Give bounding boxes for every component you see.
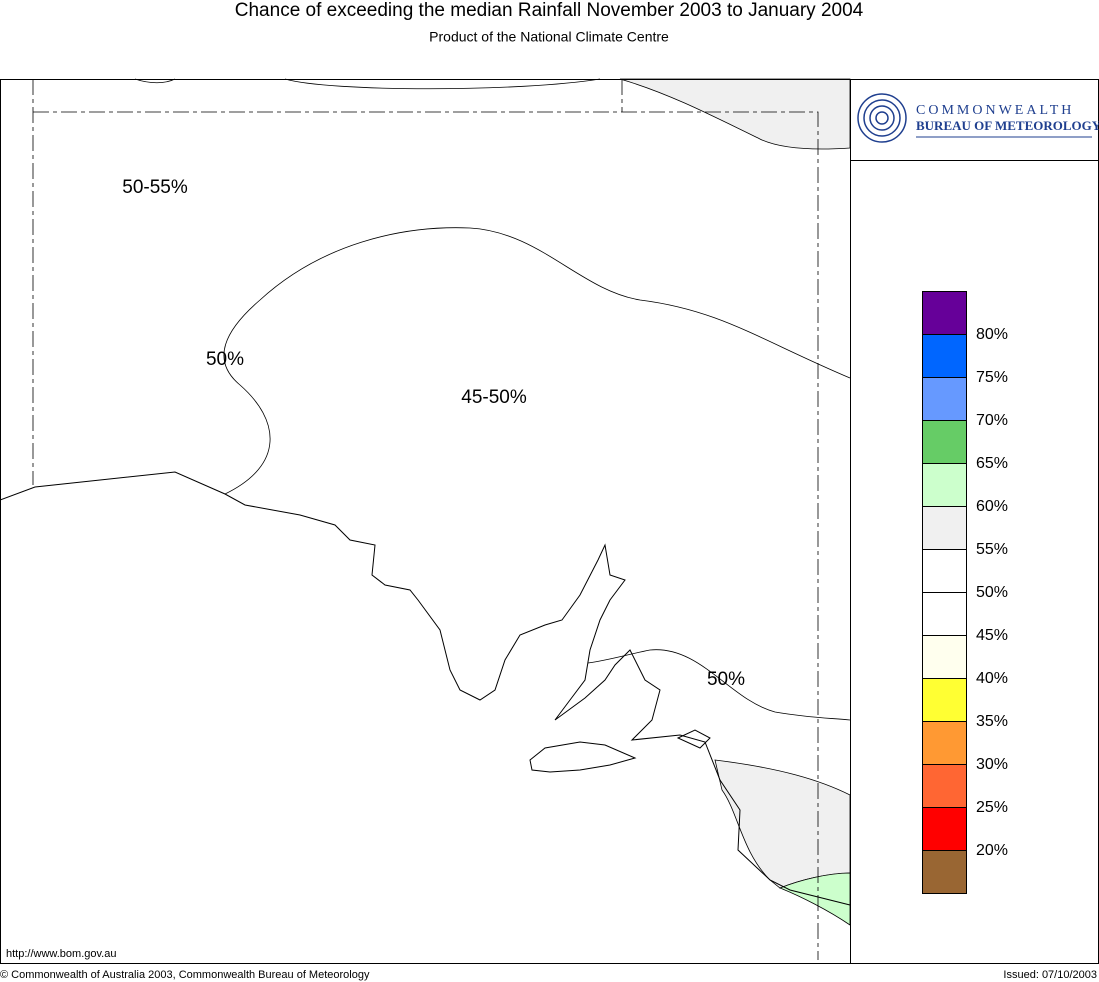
legend-swatch (922, 506, 967, 550)
footer-issued: Issued: 07/10/2003 (1003, 969, 1097, 981)
legend-label: 30% (976, 756, 1008, 773)
legend-label: 60% (976, 498, 1008, 515)
legend-swatch (922, 678, 967, 722)
legend-swatch (922, 764, 967, 808)
legend-swatch (922, 334, 967, 378)
footer-copyright: © Commonwealth of Australia 2003, Common… (0, 969, 370, 981)
map-label: 50% (707, 669, 745, 690)
legend-swatch (922, 635, 967, 679)
legend-label: 55% (976, 541, 1008, 558)
legend-swatch (922, 463, 967, 507)
contour-line (134, 78, 601, 90)
legend: 80% 75% 70% 65% 60% 55% 50% 45% 40% 35% 30% 25% 20% (922, 291, 1008, 894)
legend-label: 70% (976, 412, 1008, 429)
contour-line (587, 649, 851, 721)
legend-label: 45% (976, 627, 1008, 644)
logo-text: COMMONWEALTH (916, 103, 1074, 118)
logo-text: BUREAU OF METEOROLOGY (916, 118, 1099, 133)
map-label: 45-50% (461, 387, 527, 408)
footer-url: http://www.bom.gov.au (6, 948, 116, 960)
title: Chance of exceeding the median Rainfall … (235, 0, 864, 21)
shaded-region (619, 78, 851, 150)
contour-line (223, 227, 851, 495)
legend-swatch (922, 592, 967, 636)
legend-label: 20% (976, 842, 1008, 859)
legend-swatch (922, 420, 967, 464)
legend-label: 50% (976, 584, 1008, 601)
coastline (0, 471, 851, 906)
shaded-region (714, 759, 851, 889)
legend-swatch (922, 721, 967, 765)
island (529, 741, 637, 773)
subtitle: Product of the National Climate Centre (429, 29, 669, 45)
map-label: 50% (206, 349, 244, 370)
legend-label: 80% (976, 326, 1008, 343)
legend-label: 35% (976, 713, 1008, 730)
coastline (676, 729, 711, 749)
legend-label: 25% (976, 799, 1008, 816)
legend-label: 40% (976, 670, 1008, 687)
legend-swatch (922, 549, 967, 593)
logo-icon (857, 93, 907, 143)
state-border (32, 79, 819, 960)
legend-swatch (922, 807, 967, 851)
legend-label: 75% (976, 369, 1008, 386)
legend-swatch (922, 377, 967, 421)
map-label: 50-55% (122, 177, 188, 198)
legend-swatch (922, 850, 967, 894)
legend-swatch (922, 291, 967, 335)
legend-label: 65% (976, 455, 1008, 472)
